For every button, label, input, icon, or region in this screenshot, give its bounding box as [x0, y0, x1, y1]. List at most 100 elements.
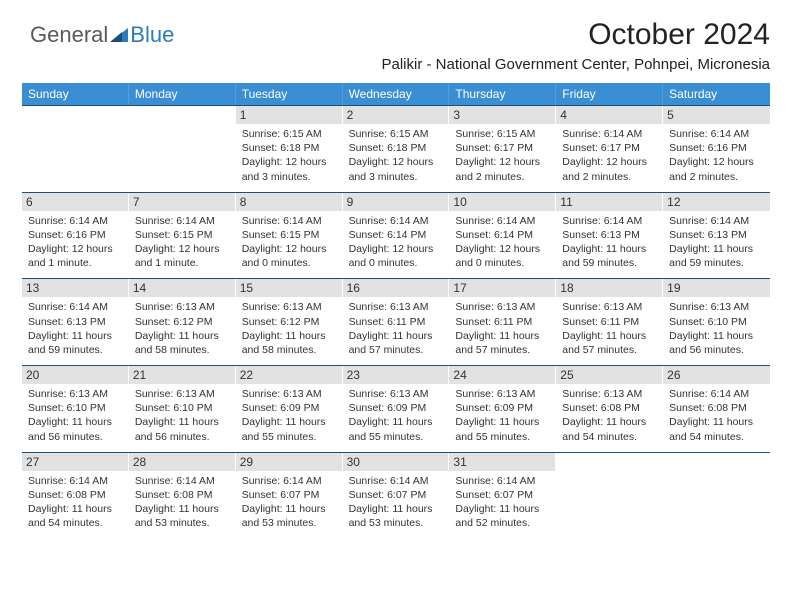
day-number: 28	[129, 453, 235, 471]
day-info: Sunrise: 6:15 AMSunset: 6:18 PMDaylight:…	[349, 127, 443, 184]
calendar-day-cell: 16 Sunrise: 6:13 AMSunset: 6:11 PMDayligh…	[343, 279, 450, 365]
day-number: 21	[129, 366, 235, 384]
calendar-day-cell: 14 Sunrise: 6:13 AMSunset: 6:12 PMDayligh…	[129, 279, 236, 365]
calendar-header-cell: Friday	[556, 83, 663, 105]
calendar-day-cell: 3 Sunrise: 6:15 AMSunset: 6:17 PMDaylight…	[449, 106, 556, 192]
day-info: Sunrise: 6:14 AMSunset: 6:16 PMDaylight:…	[669, 127, 764, 184]
calendar-day-cell: 20 Sunrise: 6:13 AMSunset: 6:10 PMDayligh…	[22, 366, 129, 452]
day-number: 11	[556, 193, 662, 211]
day-number: 15	[236, 279, 342, 297]
calendar-day-cell: 28Sunrise: 6:14 AMSunset: 6:08 PMDayligh…	[129, 453, 236, 539]
day-info: Sunrise: 6:15 AMSunset: 6:17 PMDaylight:…	[455, 127, 549, 184]
calendar-week-row: ..1Sunrise: 6:15 AMSunset: 6:18 PMDaylig…	[22, 105, 770, 192]
logo-triangle-icon	[110, 28, 128, 42]
day-number: 30	[343, 453, 449, 471]
day-info: Sunrise: 6:14 AMSunset: 6:17 PMDaylight:…	[562, 127, 656, 184]
calendar-day-cell: 31Sunrise: 6:14 AMSunset: 6:07 PMDayligh…	[449, 453, 556, 539]
calendar-day-cell: 30Sunrise: 6:14 AMSunset: 6:07 PMDayligh…	[343, 453, 450, 539]
day-info: Sunrise: 6:14 AMSunset: 6:14 PMDaylight:…	[455, 214, 549, 271]
calendar-header-row: SundayMondayTuesdayWednesdayThursdayFrid…	[22, 83, 770, 105]
calendar-day-cell: .	[556, 453, 663, 539]
calendar-header-cell: Wednesday	[343, 83, 450, 105]
calendar-day-cell: 8Sunrise: 6:14 AMSunset: 6:15 PMDaylight…	[236, 193, 343, 279]
calendar-day-cell: 4 Sunrise: 6:14 AMSunset: 6:17 PMDaylight…	[556, 106, 663, 192]
day-number: 5	[663, 106, 770, 124]
calendar-day-cell: 27 Sunrise: 6:14 AMSunset: 6:08 PMDayligh…	[22, 453, 129, 539]
calendar-day-cell: .	[22, 106, 129, 192]
calendar-header-cell: Monday	[129, 83, 236, 105]
day-info: Sunrise: 6:13 AMSunset: 6:12 PMDaylight:…	[135, 300, 229, 357]
day-number: 16	[343, 279, 449, 297]
calendar-header-cell: Thursday	[449, 83, 556, 105]
day-info: Sunrise: 6:14 AMSunset: 6:16 PMDaylight:…	[28, 214, 122, 271]
calendar-day-cell: 7 Sunrise: 6:14 AMSunset: 6:15 PMDaylight…	[129, 193, 236, 279]
day-number: 9	[343, 193, 449, 211]
day-number: 10	[449, 193, 555, 211]
day-info: Sunrise: 6:14 AMSunset: 6:13 PMDaylight:…	[669, 214, 764, 271]
day-info: Sunrise: 6:14 AMSunset: 6:14 PMDaylight:…	[349, 214, 443, 271]
calendar-day-cell: 17 Sunrise: 6:13 AMSunset: 6:11 PMDayligh…	[449, 279, 556, 365]
day-number: 2	[343, 106, 449, 124]
day-number: 22	[236, 366, 342, 384]
logo-text-blue: Blue	[130, 22, 174, 48]
day-number: 26	[663, 366, 770, 384]
day-number: 7	[129, 193, 235, 211]
day-number: 23	[343, 366, 449, 384]
day-info: Sunrise: 6:13 AMSunset: 6:09 PMDaylight:…	[242, 387, 336, 444]
day-info: Sunrise: 6:13 AMSunset: 6:11 PMDaylight:…	[455, 300, 549, 357]
day-number: 6	[22, 193, 128, 211]
calendar-day-cell: 24 Sunrise: 6:13 AMSunset: 6:09 PMDayligh…	[449, 366, 556, 452]
calendar-header-cell: Saturday	[663, 83, 770, 105]
day-info: Sunrise: 6:13 AMSunset: 6:09 PMDaylight:…	[455, 387, 549, 444]
day-number: 31	[449, 453, 555, 471]
day-info: Sunrise: 6:14 AMSunset: 6:13 PMDaylight:…	[562, 214, 656, 271]
calendar-week-row: 27 Sunrise: 6:14 AMSunset: 6:08 PMDayligh…	[22, 452, 770, 539]
calendar-week-row: 20 Sunrise: 6:13 AMSunset: 6:10 PMDayligh…	[22, 365, 770, 452]
day-info: Sunrise: 6:14 AMSunset: 6:15 PMDaylight:…	[242, 214, 336, 271]
calendar-day-cell: 18Sunrise: 6:13 AMSunset: 6:11 PMDayligh…	[556, 279, 663, 365]
day-info: Sunrise: 6:14 AMSunset: 6:07 PMDaylight:…	[242, 474, 336, 531]
day-number: 27	[22, 453, 128, 471]
calendar: SundayMondayTuesdayWednesdayThursdayFrid…	[22, 83, 770, 538]
day-info: Sunrise: 6:14 AMSunset: 6:08 PMDaylight:…	[28, 474, 122, 531]
page-subtitle: Palikir - National Government Center, Po…	[22, 56, 770, 73]
calendar-week-row: 6 Sunrise: 6:14 AMSunset: 6:16 PMDaylight…	[22, 192, 770, 279]
day-info: Sunrise: 6:13 AMSunset: 6:09 PMDaylight:…	[349, 387, 443, 444]
day-number: 29	[236, 453, 342, 471]
calendar-header-cell: Sunday	[22, 83, 129, 105]
day-number: 20	[22, 366, 128, 384]
logo-text-general: General	[30, 22, 108, 48]
day-info: Sunrise: 6:14 AMSunset: 6:08 PMDaylight:…	[669, 387, 764, 444]
day-number: 17	[449, 279, 555, 297]
calendar-day-cell: .	[663, 453, 770, 539]
day-number: 13	[22, 279, 128, 297]
calendar-day-cell: 25Sunrise: 6:13 AMSunset: 6:08 PMDayligh…	[556, 366, 663, 452]
day-info: Sunrise: 6:14 AMSunset: 6:13 PMDaylight:…	[28, 300, 122, 357]
calendar-day-cell: 5 Sunrise: 6:14 AMSunset: 6:16 PMDaylight…	[663, 106, 770, 192]
calendar-day-cell: 26 Sunrise: 6:14 AMSunset: 6:08 PMDayligh…	[663, 366, 770, 452]
day-number: 24	[449, 366, 555, 384]
day-info: Sunrise: 6:15 AMSunset: 6:18 PMDaylight:…	[242, 127, 336, 184]
day-info: Sunrise: 6:13 AMSunset: 6:08 PMDaylight:…	[562, 387, 656, 444]
calendar-day-cell: 9 Sunrise: 6:14 AMSunset: 6:14 PMDaylight…	[343, 193, 450, 279]
calendar-day-cell: 29 Sunrise: 6:14 AMSunset: 6:07 PMDayligh…	[236, 453, 343, 539]
day-number: 4	[556, 106, 662, 124]
calendar-week-row: 13 Sunrise: 6:14 AMSunset: 6:13 PMDayligh…	[22, 278, 770, 365]
calendar-day-cell: 6 Sunrise: 6:14 AMSunset: 6:16 PMDaylight…	[22, 193, 129, 279]
day-info: Sunrise: 6:14 AMSunset: 6:15 PMDaylight:…	[135, 214, 229, 271]
logo: General Blue	[30, 22, 174, 48]
day-number: 14	[129, 279, 235, 297]
calendar-day-cell: 21 Sunrise: 6:13 AMSunset: 6:10 PMDayligh…	[129, 366, 236, 452]
calendar-day-cell: 19Sunrise: 6:13 AMSunset: 6:10 PMDayligh…	[663, 279, 770, 365]
day-info: Sunrise: 6:13 AMSunset: 6:11 PMDaylight:…	[562, 300, 656, 357]
day-number: 3	[449, 106, 555, 124]
day-info: Sunrise: 6:13 AMSunset: 6:10 PMDaylight:…	[135, 387, 229, 444]
calendar-day-cell: 10 Sunrise: 6:14 AMSunset: 6:14 PMDayligh…	[449, 193, 556, 279]
day-number: 12	[663, 193, 770, 211]
day-info: Sunrise: 6:13 AMSunset: 6:10 PMDaylight:…	[28, 387, 122, 444]
calendar-day-cell: 13 Sunrise: 6:14 AMSunset: 6:13 PMDayligh…	[22, 279, 129, 365]
day-number: 19	[663, 279, 770, 297]
day-info: Sunrise: 6:13 AMSunset: 6:11 PMDaylight:…	[349, 300, 443, 357]
calendar-day-cell: 22 Sunrise: 6:13 AMSunset: 6:09 PMDayligh…	[236, 366, 343, 452]
calendar-day-cell: .	[129, 106, 236, 192]
